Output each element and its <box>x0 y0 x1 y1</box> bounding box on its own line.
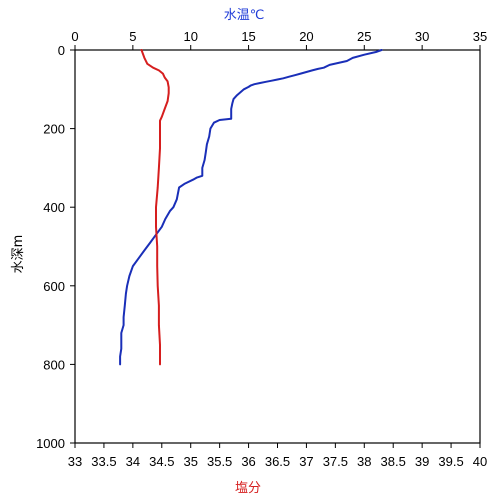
depth-tick-label: 600 <box>43 279 65 294</box>
salinity-tick-label: 36.5 <box>265 454 290 469</box>
salinity-tick-label: 33 <box>68 454 82 469</box>
salinity-tick-label: 35 <box>183 454 197 469</box>
temperature-tick-label: 35 <box>473 29 487 44</box>
temperature-tick-label: 5 <box>129 29 136 44</box>
depth-tick-label: 200 <box>43 122 65 137</box>
depth-axis: 0 200 400 600 800 1000 <box>36 43 75 451</box>
salinity-tick-label: 38 <box>357 454 371 469</box>
temperature-tick-label: 25 <box>357 29 371 44</box>
salinity-tick-label: 39.5 <box>438 454 463 469</box>
temperature-tick-label: 10 <box>183 29 197 44</box>
depth-tick-label: 0 <box>58 43 65 58</box>
temperature-tick-label: 20 <box>299 29 313 44</box>
temperature-series-line <box>119 49 383 366</box>
salinity-tick-label: 40 <box>473 454 487 469</box>
depth-tick-label: 1000 <box>36 436 65 451</box>
salinity-tick-label: 37.5 <box>323 454 348 469</box>
temperature-tick-label: 0 <box>71 29 78 44</box>
salinity-tick-label: 34 <box>126 454 140 469</box>
salinity-tick-label: 34.5 <box>149 454 174 469</box>
salinity-tick-label: 35.5 <box>207 454 232 469</box>
salinity-tick-label: 39 <box>415 454 429 469</box>
series-lines <box>119 49 383 366</box>
salinity-tick-label: 33.5 <box>91 454 116 469</box>
temperature-tick-label: 30 <box>415 29 429 44</box>
salinity-axis-title: 塩分 <box>235 481 261 496</box>
temperature-axis: 0 5 10 15 20 25 30 35 <box>71 29 487 50</box>
depth-tick-label: 800 <box>43 357 65 372</box>
salinity-tick-label: 38.5 <box>381 454 406 469</box>
depth-tick-label: 400 <box>43 200 65 215</box>
temperature-tick-label: 15 <box>241 29 255 44</box>
depth-axis-title: 水深m <box>11 235 26 274</box>
temperature-axis-title: 水温℃ <box>224 8 265 23</box>
salinity-axis: 33 33.5 34 34.5 35 35.5 36 36.5 37 37.5 38 38.5 39 39… <box>68 443 487 469</box>
salinity-tick-label: 36 <box>241 454 255 469</box>
salinity-tick-label: 37 <box>299 454 313 469</box>
salinity-series-line <box>140 49 170 366</box>
